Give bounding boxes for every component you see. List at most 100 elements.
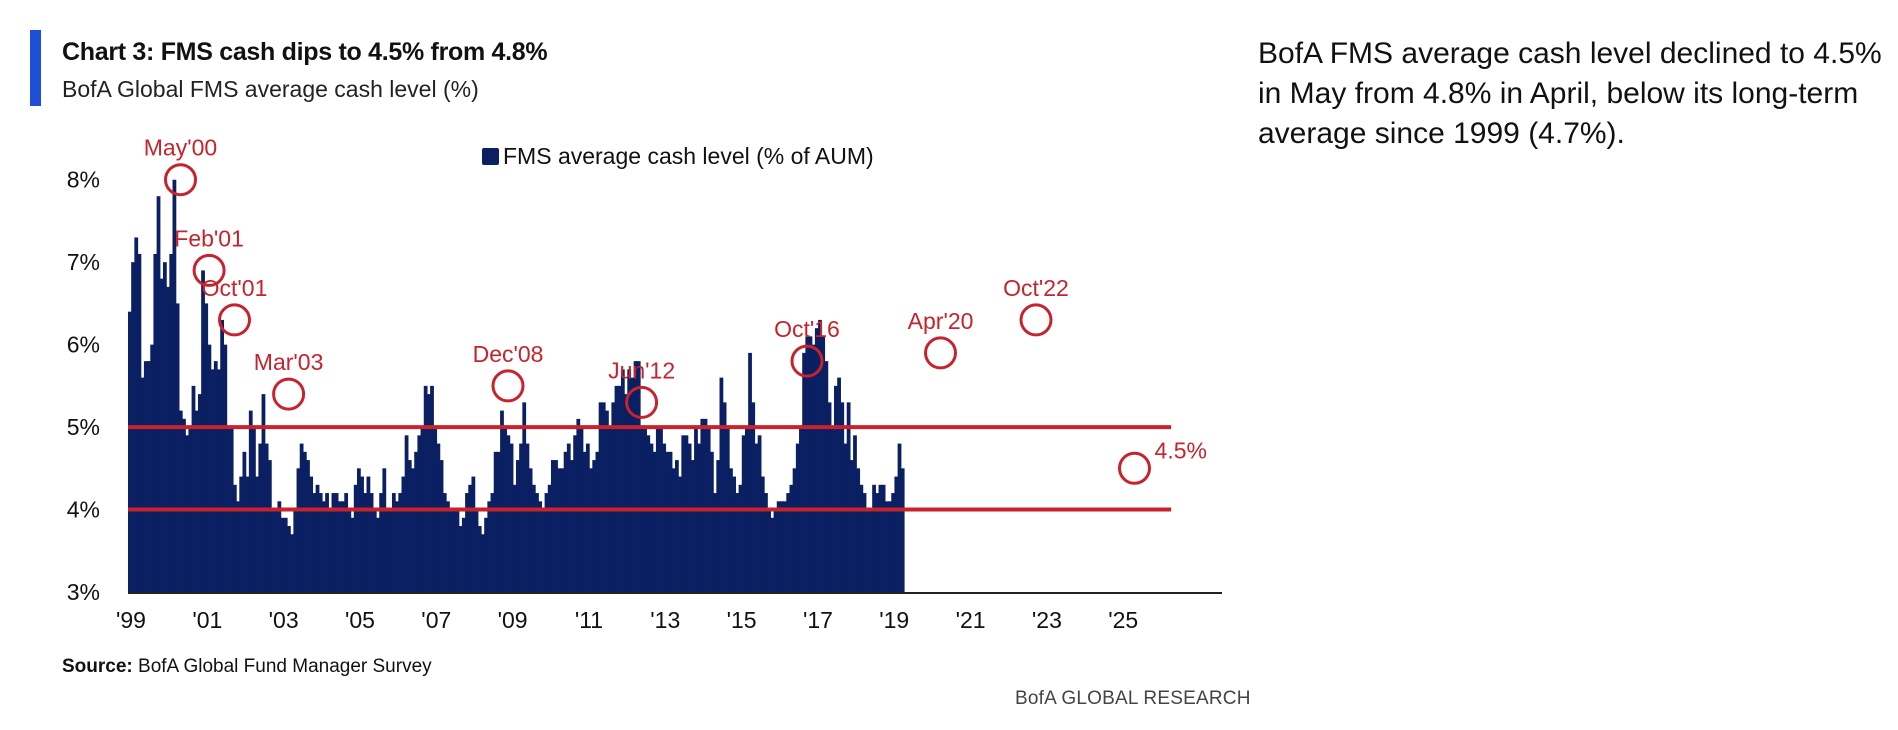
bar — [442, 493, 447, 592]
bar — [153, 253, 158, 592]
legend: FMS average cash level (% of AUM) — [482, 143, 874, 169]
bar — [783, 501, 787, 592]
annotation-circle — [924, 336, 957, 370]
bar — [582, 451, 587, 592]
x-tick-label: '17 — [803, 607, 833, 633]
bar — [754, 443, 759, 592]
bar — [414, 451, 418, 592]
bar — [395, 501, 399, 592]
bar — [897, 443, 902, 592]
commentary-text: BofA FMS average cash level declined to … — [1258, 37, 1882, 150]
annotation-circle — [1019, 303, 1053, 337]
bar — [140, 377, 145, 592]
bar — [531, 484, 536, 592]
bar — [802, 352, 806, 592]
bar — [636, 361, 641, 592]
annotation-label: Jun'12 — [608, 357, 675, 383]
legend-label: FMS average cash level (% of AUM) — [503, 143, 874, 169]
bar — [792, 468, 797, 592]
bar — [385, 509, 390, 592]
bar — [509, 443, 514, 592]
bar — [716, 460, 721, 592]
bar — [722, 402, 727, 592]
bar — [690, 460, 695, 592]
annotation-label: Feb'01 — [174, 225, 244, 251]
bar — [681, 435, 686, 592]
bar — [481, 534, 485, 592]
bar — [449, 509, 453, 592]
bar — [868, 509, 873, 592]
bar — [306, 460, 310, 592]
bar — [232, 484, 237, 592]
bar — [318, 493, 323, 592]
bar — [687, 443, 692, 592]
bar — [821, 336, 826, 592]
bar — [550, 460, 555, 592]
bar — [274, 509, 279, 592]
source-text: BofA Global Fund Manager Survey — [138, 656, 432, 677]
bar — [436, 443, 441, 592]
bar — [493, 451, 498, 592]
bar — [827, 402, 832, 592]
bar — [182, 418, 186, 592]
title-accent-bar — [30, 30, 41, 106]
bar — [881, 484, 886, 592]
annotation-circle — [272, 377, 306, 411]
bar — [341, 501, 345, 592]
bar — [356, 468, 361, 592]
cash-level-chart: 3% 4% 5% 6% 7% 8% '99 '01 '03 '05 '07 '09 '11 '13 '15 '… — [67, 135, 1222, 633]
x-tick-label: '99 — [116, 607, 146, 633]
bar — [779, 501, 784, 592]
bar — [220, 319, 225, 592]
bar — [570, 460, 574, 592]
bar — [430, 385, 434, 592]
source-label: Source: — [62, 656, 133, 677]
bar — [853, 435, 857, 592]
bar — [592, 460, 597, 592]
bar — [703, 418, 708, 592]
bar — [255, 476, 259, 592]
bar — [668, 451, 673, 592]
bar — [248, 410, 253, 592]
bar — [258, 443, 263, 592]
bar — [407, 460, 412, 592]
bar — [729, 468, 733, 592]
bar — [411, 468, 415, 592]
bar — [776, 501, 781, 592]
bar — [185, 435, 190, 592]
x-tick-label: '11 — [575, 607, 603, 633]
bar — [614, 385, 619, 592]
bar — [837, 377, 841, 592]
bar — [484, 517, 488, 592]
bar — [649, 443, 654, 592]
bar — [585, 443, 590, 592]
bar — [811, 344, 816, 592]
bar — [417, 435, 422, 592]
reference-lines-layer — [128, 425, 1172, 512]
bar — [684, 435, 689, 592]
bar — [315, 484, 320, 592]
bar — [741, 435, 746, 592]
bar — [808, 336, 813, 592]
bar — [738, 484, 743, 592]
bar — [401, 476, 406, 592]
y-tick-label: 5% — [67, 414, 100, 440]
bar — [525, 443, 530, 592]
bar — [824, 361, 829, 592]
annotation-circle — [218, 303, 251, 337]
annotations-layer: May'00 Feb'01 Oct'01 Mar'03 Dec'08 Jun'12 Oct'… — [144, 135, 1207, 485]
bar — [325, 493, 329, 592]
bar — [426, 394, 431, 592]
bar — [363, 493, 368, 592]
annotation-label: Oct'16 — [774, 316, 840, 342]
bar — [178, 410, 183, 592]
bar — [547, 484, 552, 592]
bar — [458, 526, 463, 592]
annotation-label: Oct'01 — [202, 275, 268, 301]
bar — [143, 361, 148, 592]
bar — [515, 460, 520, 592]
bar — [376, 517, 380, 592]
bar — [391, 493, 396, 592]
bar — [620, 369, 625, 592]
bar — [849, 460, 854, 592]
